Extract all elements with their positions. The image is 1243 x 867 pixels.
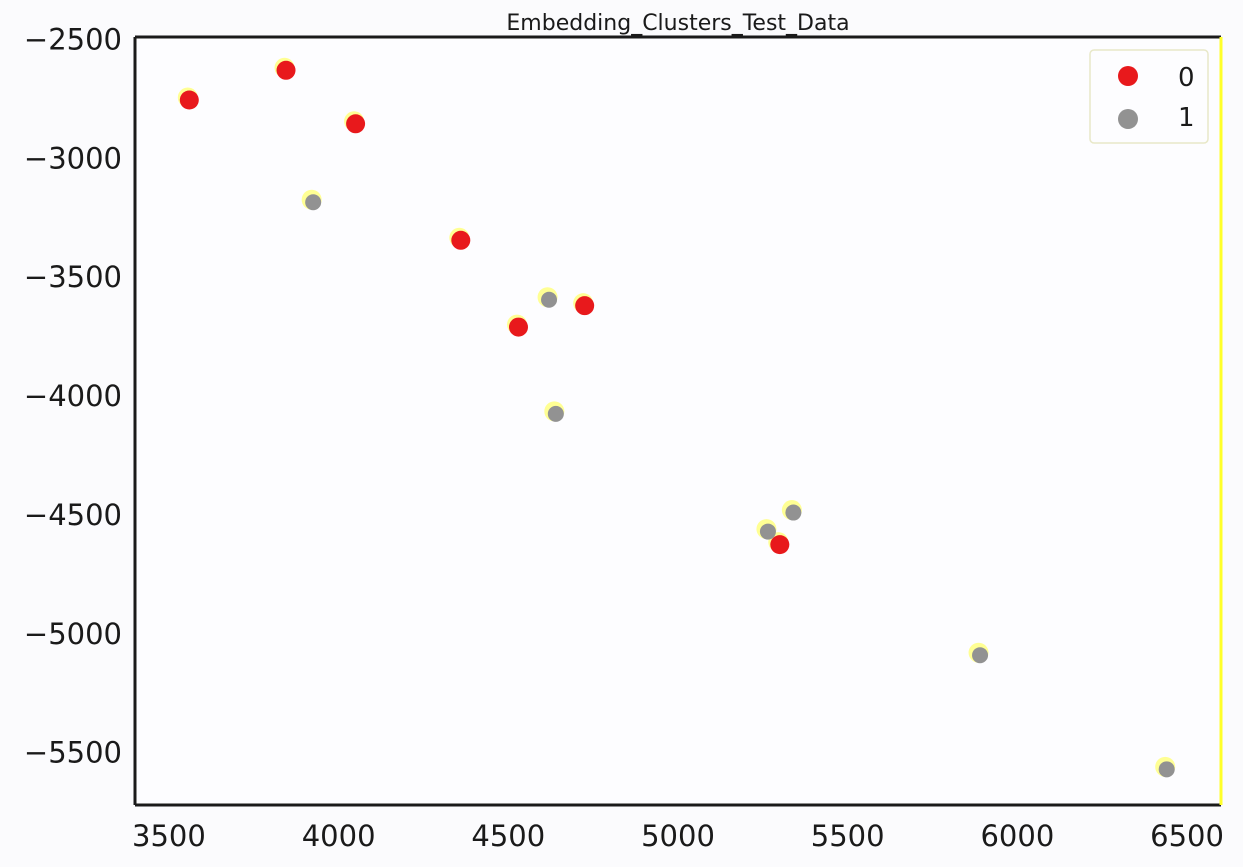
x-tick-label: 6500 bbox=[1150, 819, 1224, 853]
data-point-series-0 bbox=[451, 230, 471, 250]
y-tick-label: −5500 bbox=[24, 736, 122, 770]
legend-marker-series-0 bbox=[1118, 66, 1138, 86]
data-point-series-1 bbox=[785, 504, 802, 521]
data-point-series-1 bbox=[972, 647, 989, 664]
data-point-series-1 bbox=[547, 405, 564, 422]
data-point-series-1 bbox=[305, 194, 322, 211]
y-axis-ticks: −2500 −3000 −3500 −4000 −4500 −5000 −5500 bbox=[24, 22, 122, 769]
plot-area bbox=[135, 37, 1221, 805]
chart-title: Embedding_Clusters_Test_Data bbox=[506, 11, 849, 36]
data-point-series-0 bbox=[770, 535, 790, 555]
x-tick-label: 4000 bbox=[302, 819, 376, 853]
y-tick-label: −3000 bbox=[24, 141, 122, 175]
legend-label-series-0: 0 bbox=[1178, 63, 1195, 93]
y-tick-label: −2500 bbox=[24, 22, 122, 56]
legend-marker-series-1 bbox=[1118, 109, 1138, 129]
axes-frame bbox=[133, 35, 1223, 807]
data-point-series-0 bbox=[346, 114, 366, 134]
legend-label-series-1: 1 bbox=[1178, 103, 1195, 133]
data-point-series-1 bbox=[759, 523, 776, 540]
data-points-layer bbox=[179, 60, 1175, 778]
data-point-series-0 bbox=[276, 60, 296, 80]
x-tick-label: 4500 bbox=[471, 819, 545, 853]
plot-background bbox=[135, 37, 1221, 805]
x-tick-label: 5000 bbox=[641, 819, 715, 853]
y-tick-label: −4500 bbox=[24, 498, 122, 532]
x-axis-ticks: 3500 4000 4500 5000 5500 6000 6500 bbox=[132, 819, 1224, 853]
y-tick-label: −3500 bbox=[24, 260, 122, 294]
x-tick-label: 3500 bbox=[132, 819, 206, 853]
data-point-series-0 bbox=[179, 90, 199, 110]
y-tick-label: −4000 bbox=[24, 379, 122, 413]
data-point-series-1 bbox=[541, 291, 558, 308]
legend: 0 1 bbox=[1089, 49, 1209, 144]
x-tick-label: 5500 bbox=[811, 819, 885, 853]
data-point-series-0 bbox=[508, 317, 528, 337]
y-tick-label: −5000 bbox=[24, 617, 122, 651]
data-point-series-1 bbox=[1158, 761, 1175, 778]
data-point-series-0 bbox=[575, 296, 595, 316]
x-tick-label: 6000 bbox=[980, 819, 1054, 853]
